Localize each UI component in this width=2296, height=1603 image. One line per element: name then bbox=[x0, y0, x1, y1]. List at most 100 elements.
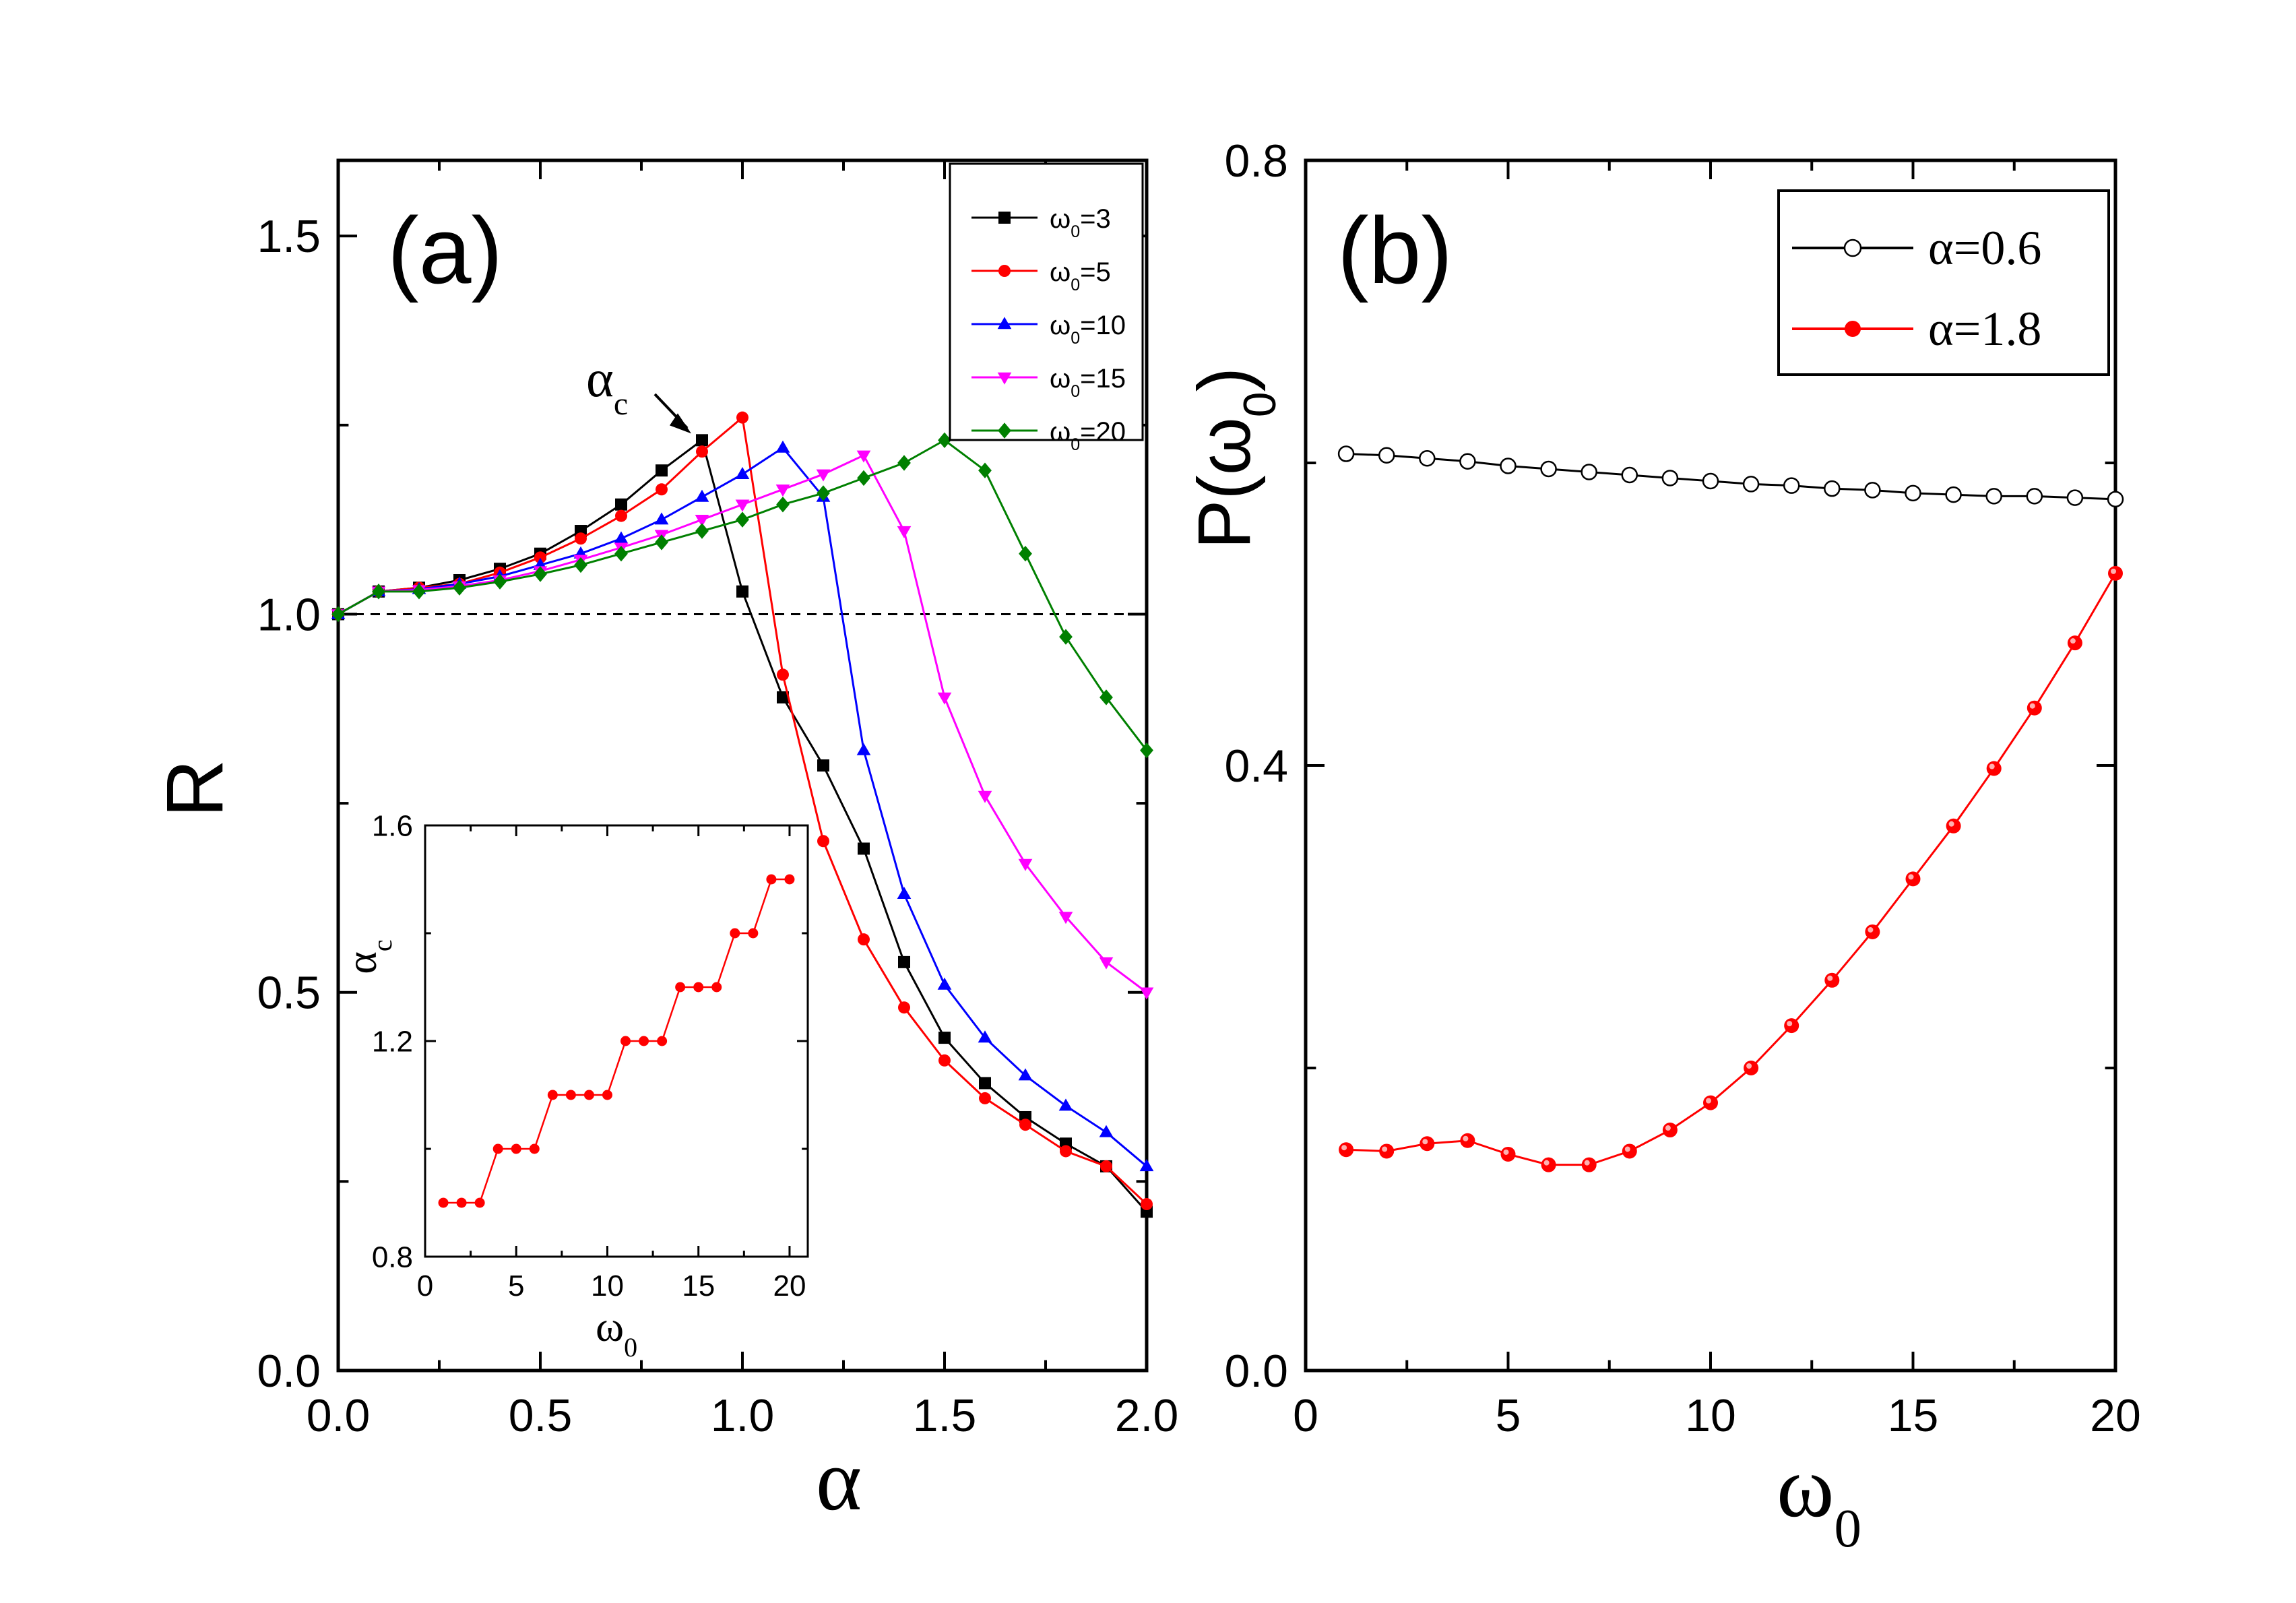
legend-marker bbox=[998, 265, 1011, 277]
y-tick-label: 0.5 bbox=[257, 968, 321, 1019]
data-point bbox=[654, 512, 669, 525]
data-point-highlight bbox=[1989, 763, 1995, 769]
data-point bbox=[817, 835, 829, 848]
data-point-highlight bbox=[1787, 1021, 1793, 1027]
data-point-highlight bbox=[2111, 568, 2116, 574]
data-point bbox=[978, 790, 992, 803]
data-point bbox=[1058, 912, 1073, 924]
data-point bbox=[1379, 1143, 1395, 1159]
data-point bbox=[2066, 489, 2084, 506]
data-point bbox=[1139, 987, 1154, 1000]
inset-y-axis-label: αc bbox=[338, 939, 397, 974]
data-point-highlight bbox=[1503, 1149, 1509, 1155]
data-point bbox=[1019, 546, 1032, 562]
data-point bbox=[1946, 818, 1961, 834]
data-point bbox=[1865, 924, 1880, 939]
data-point bbox=[858, 842, 870, 855]
legend-label: ω0=3 bbox=[1050, 204, 1111, 241]
data-point bbox=[735, 467, 750, 480]
legend-marker bbox=[997, 372, 1012, 385]
data-point bbox=[655, 534, 668, 551]
data-point bbox=[1100, 1160, 1112, 1172]
data-point bbox=[897, 526, 912, 538]
data-point-highlight bbox=[1665, 1125, 1671, 1131]
legend-label: ω0=10 bbox=[1050, 311, 1126, 348]
legend-label: ω0=20 bbox=[1050, 417, 1126, 454]
legend-label-main: ω bbox=[1050, 204, 1071, 234]
legend-label: α=0.6 bbox=[1928, 221, 2041, 275]
data-point bbox=[1099, 689, 1113, 705]
data-point bbox=[1500, 458, 1517, 474]
data-point bbox=[2067, 635, 2082, 651]
data-point bbox=[856, 450, 871, 463]
y-axis-label: R bbox=[150, 759, 240, 818]
data-point-highlight bbox=[1584, 1160, 1590, 1166]
data-point bbox=[937, 692, 952, 705]
legend-label-value: =3 bbox=[1080, 204, 1111, 234]
data-point bbox=[1060, 1145, 1072, 1158]
data-point bbox=[1378, 447, 1395, 464]
legend-label-value: =15 bbox=[1080, 364, 1126, 394]
data-point bbox=[1541, 1157, 1556, 1172]
inset-ylabel-main: α bbox=[338, 951, 385, 974]
legend-marker bbox=[998, 212, 1011, 224]
data-point bbox=[897, 887, 912, 900]
data-point bbox=[534, 566, 547, 582]
data-point-highlight bbox=[1624, 1146, 1630, 1152]
data-point bbox=[1500, 1146, 1516, 1162]
x-tick-label: 20 bbox=[2090, 1390, 2141, 1441]
data-point bbox=[898, 955, 910, 968]
annotation-alpha-c: αc bbox=[586, 349, 628, 422]
data-point bbox=[776, 497, 790, 513]
data-point bbox=[575, 532, 587, 545]
legend-box bbox=[949, 162, 1144, 441]
data-point bbox=[2107, 491, 2124, 508]
data-point-highlight bbox=[1948, 821, 1954, 827]
data-point-highlight bbox=[1706, 1098, 1711, 1104]
legend-box bbox=[1777, 189, 2110, 376]
data-point bbox=[817, 485, 830, 501]
data-point bbox=[1784, 1018, 1799, 1034]
data-point bbox=[784, 874, 795, 885]
inset-xlabel-main: ω bbox=[596, 1302, 624, 1350]
data-point bbox=[639, 1036, 649, 1046]
data-point bbox=[1905, 484, 1921, 502]
legend-label: ω0=5 bbox=[1050, 257, 1111, 294]
legend-label-main: ω bbox=[1050, 311, 1071, 340]
data-point bbox=[453, 579, 466, 596]
data-point bbox=[1824, 480, 1841, 497]
data-point-highlight bbox=[1746, 1063, 1752, 1069]
plot-frame bbox=[424, 824, 809, 1258]
x-axis-label: α bbox=[816, 1432, 862, 1529]
data-point bbox=[511, 1143, 521, 1154]
data-point bbox=[372, 584, 385, 600]
data-point bbox=[1702, 472, 1719, 490]
data-point bbox=[857, 470, 870, 486]
x-tick-label: 0 bbox=[417, 1269, 433, 1302]
data-point bbox=[534, 551, 546, 564]
panel-label: (a) bbox=[387, 197, 503, 303]
data-point bbox=[736, 411, 748, 424]
inset-ylabel-sub: c bbox=[367, 939, 397, 951]
legend-label-main: ω bbox=[1050, 364, 1071, 394]
data-point-highlight bbox=[2029, 703, 2035, 709]
x-tick-label: 0.0 bbox=[307, 1390, 371, 1441]
data-point bbox=[775, 484, 790, 497]
data-point bbox=[696, 434, 708, 447]
y-tick-label: 1.5 bbox=[257, 211, 321, 262]
data-point bbox=[2027, 700, 2042, 716]
data-point bbox=[730, 928, 740, 939]
data-point bbox=[695, 514, 709, 527]
data-point bbox=[979, 1077, 991, 1090]
data-point-highlight bbox=[1463, 1135, 1469, 1141]
data-point bbox=[656, 483, 668, 496]
data-point bbox=[474, 1197, 485, 1208]
data-point bbox=[693, 982, 704, 993]
data-point-highlight bbox=[1422, 1139, 1428, 1145]
data-point bbox=[615, 509, 627, 522]
data-point bbox=[1744, 1061, 1759, 1075]
x-tick-label: 5 bbox=[1496, 1390, 1521, 1441]
data-point bbox=[937, 977, 952, 990]
data-point bbox=[979, 1092, 991, 1104]
